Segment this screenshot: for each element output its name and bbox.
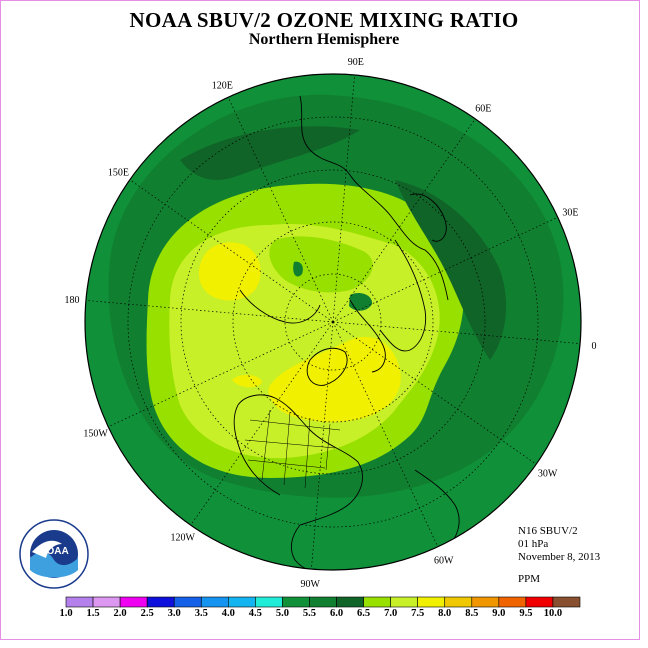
colorbar-swatch	[336, 596, 364, 608]
map-subtitle: Northern Hemisphere	[248, 31, 400, 48]
colorbar-swatch	[390, 596, 418, 608]
contour-7-5-b	[268, 336, 401, 422]
coast-asia	[299, 95, 449, 301]
colorbar-tick-label: 7.0	[384, 608, 398, 619]
longitude-labels: 90E 60E 30E 0 30W 60W 90W 120W 150W 180 150E 120E	[64, 57, 596, 590]
contour-7-5-a	[198, 242, 261, 301]
graticule	[85, 74, 581, 570]
level-label: 01 hPa	[518, 538, 549, 550]
meridian-line	[332, 118, 476, 323]
colorbar-swatch	[65, 596, 94, 608]
contour-6-5-inner	[269, 236, 373, 293]
longitude-label: 30E	[562, 207, 578, 218]
longitude-label: 150W	[83, 429, 108, 440]
coast-india	[409, 193, 447, 242]
map-title: NOAA SBUV/2 OZONE MIXING RATIO	[129, 8, 519, 32]
contour-5-5-inner-a	[293, 261, 303, 277]
colorbar-tick-label: 2.5	[140, 608, 154, 619]
coast-africa	[414, 469, 460, 546]
coast-europe	[379, 239, 427, 352]
coast-north-america-east	[237, 394, 363, 526]
meridian-line	[332, 321, 439, 547]
coast-greenland	[306, 347, 348, 386]
longitude-label: 90W	[300, 579, 320, 590]
colorbar-swatch	[255, 596, 283, 608]
longitude-label: 150E	[108, 168, 129, 179]
colorbar-tick-label: 3.5	[194, 608, 208, 619]
colorbar-swatch	[363, 596, 391, 608]
colorbar-swatch	[552, 596, 581, 608]
instrument-label: N16 SBUV/2	[518, 525, 578, 537]
colorbar-tick-label: 9.5	[519, 608, 533, 619]
us-state-lines	[244, 409, 341, 489]
contour-6-0-east	[395, 180, 507, 360]
colorbar-swatch	[444, 596, 473, 608]
longitude-label: 60E	[475, 103, 491, 114]
colorbar-swatch	[173, 596, 202, 608]
colorbar-swatch	[417, 596, 446, 608]
meridian-line	[227, 97, 334, 323]
colorbar-tick-label: 2.0	[113, 608, 127, 619]
meridian-line	[129, 179, 334, 323]
colorbar-swatch	[228, 596, 256, 608]
colorbar-tick-label: 10.0	[543, 608, 563, 619]
coast-north-america-west	[233, 404, 281, 496]
colorbar-swatch	[200, 596, 229, 608]
colorbar	[65, 596, 581, 608]
colorbar-tick-label: 8.5	[465, 608, 479, 619]
longitude-label: 60W	[434, 555, 454, 566]
meridian-line	[332, 321, 537, 465]
meridian-line	[108, 321, 334, 428]
longitude-label: 90E	[348, 57, 364, 68]
colorbar-tick-label: 4.0	[221, 608, 235, 619]
unit-label: PPM	[518, 573, 541, 585]
colorbar-tick-label: 1.0	[59, 608, 73, 619]
coast-central-america	[290, 524, 331, 570]
meridian-line	[332, 321, 581, 344]
coast-scandinavia	[349, 299, 386, 373]
longitude-label: 120W	[170, 533, 195, 544]
logo-wordmark: NOAA	[39, 546, 68, 557]
colorbar-tick-label: 8.0	[438, 608, 452, 619]
contour-7-5-c	[232, 374, 262, 388]
colorbar-swatch	[92, 596, 121, 608]
colorbar-tick-label: 6.5	[357, 608, 371, 619]
longitude-label: 0	[592, 341, 597, 352]
colorbar-swatch	[309, 596, 337, 608]
longitude-label: 120E	[212, 81, 233, 92]
meridian-line	[332, 74, 355, 323]
colorbar-tick-label: 9.0	[492, 608, 506, 619]
noaa-logo-icon: NOAA	[19, 519, 89, 589]
colorbar-tick-label: 6.0	[329, 608, 344, 619]
colorbar-tick-label: 5.0	[275, 608, 289, 619]
coastlines	[233, 95, 460, 570]
colorbar-swatch	[282, 596, 310, 608]
meridian-line	[85, 300, 334, 323]
date-label: November 8, 2013	[518, 551, 601, 563]
meridian-line	[190, 321, 334, 526]
longitude-label: 30W	[538, 468, 558, 479]
colorbar-tick-label: 3.0	[167, 608, 181, 619]
colorbar-swatch	[146, 596, 175, 608]
meridian-lines	[85, 74, 581, 570]
colorbar-tick-label: 5.5	[302, 608, 317, 619]
colorbar-swatch	[471, 596, 500, 608]
figure-frame	[0, 0, 640, 640]
colorbar-swatch	[525, 596, 554, 608]
colorbar-swatch	[119, 596, 148, 608]
colorbar-tick-label: 7.5	[411, 608, 425, 619]
colorbar-tick-label: 1.5	[86, 608, 100, 619]
colorbar-tick-label: 4.5	[248, 608, 262, 619]
meridian-line	[332, 216, 558, 323]
longitude-label: 180	[64, 295, 79, 306]
coast-arctic	[239, 289, 321, 324]
contour-6-0-north	[180, 126, 360, 180]
meridian-line	[311, 321, 334, 570]
map-boundary	[84, 73, 582, 571]
colorbar-swatch	[498, 596, 527, 608]
